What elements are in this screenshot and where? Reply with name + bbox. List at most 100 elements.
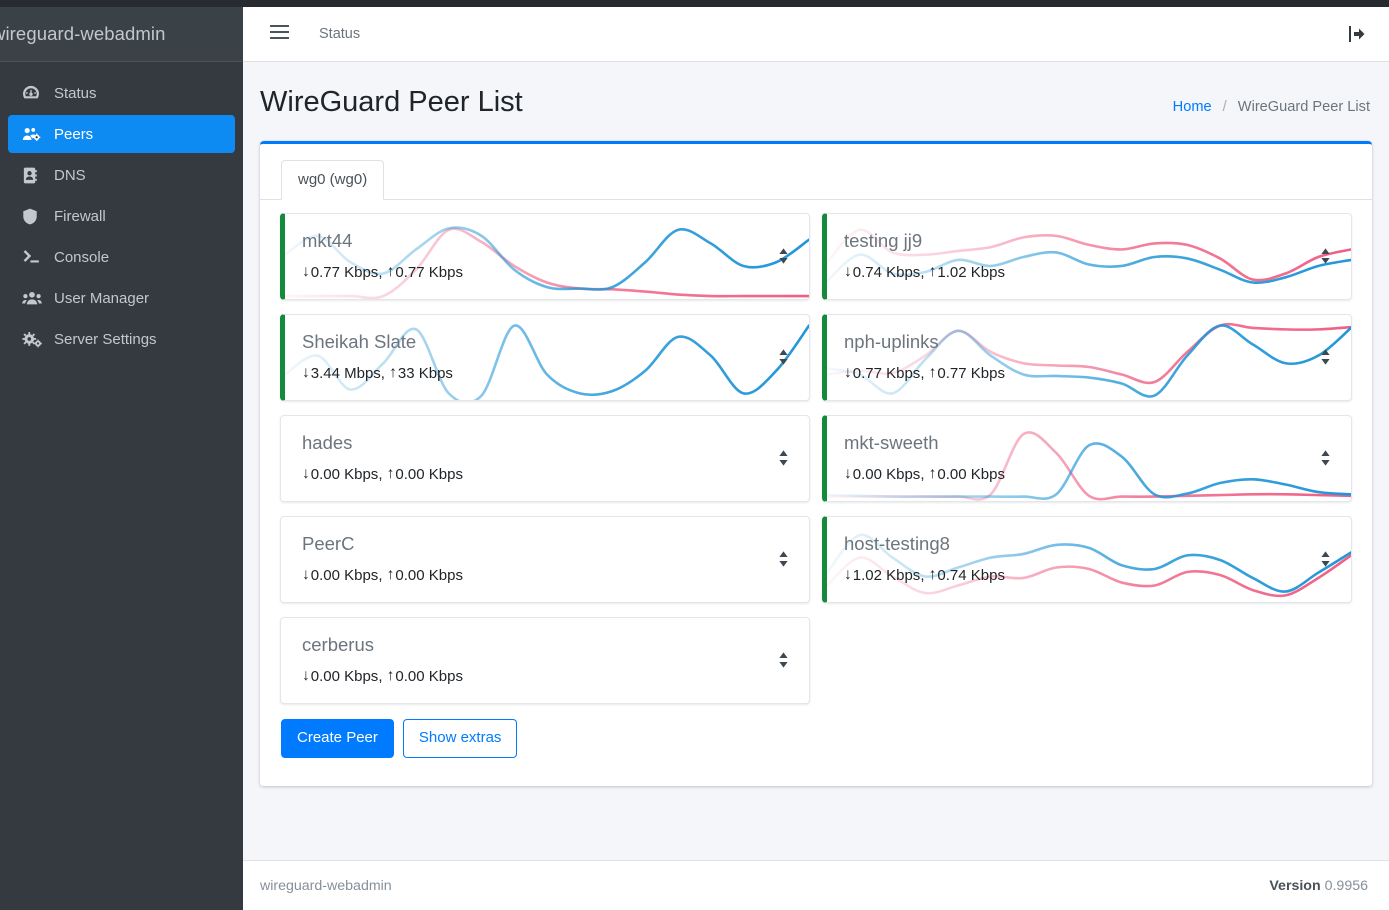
sidebar-item-server-settings[interactable]: Server Settings (8, 320, 235, 358)
peer-download-rate: 0.00 Kbps (310, 566, 379, 584)
upload-arrow-icon: ↑ (928, 566, 937, 584)
download-arrow-icon: ↓ (302, 263, 310, 281)
upload-arrow-icon: ↑ (928, 263, 937, 281)
peer-upload-rate: 0.74 Kbps (937, 566, 1005, 584)
sort-handle-icon[interactable] (777, 247, 790, 265)
peer-card[interactable]: host-testing8 ↓ 1.02 Kbps, ↑ 0.74 Kbps (822, 515, 1352, 603)
upload-arrow-icon: ↑ (389, 364, 397, 382)
peer-body: nph-uplinks ↓ 0.77 Kbps, ↑ 0.77 Kbps (827, 315, 1351, 382)
peer-name: host-testing8 (844, 532, 950, 554)
peer-upload-rate: 0.77 Kbps (395, 263, 463, 281)
footer-version: Version 0.9956 (1269, 878, 1368, 894)
peer-upload-rate: 33 Kbps (397, 364, 453, 382)
peer-upload-rate: 0.00 Kbps (395, 465, 463, 483)
users-cog-icon (22, 126, 48, 142)
peer-upload-rate: 0.00 Kbps (395, 566, 463, 584)
peer-card[interactable]: cerberus ↓ 0.00 Kbps, ↑ 0.00 Kbps (280, 616, 810, 704)
peer-download-rate: 0.00 Kbps (310, 667, 379, 685)
address-book-icon (22, 167, 48, 184)
brand-header[interactable]: wireguard-webadmin (0, 7, 243, 62)
sort-handle-icon[interactable] (777, 651, 790, 669)
sidebar-item-label: Server Settings (54, 330, 157, 348)
peer-card[interactable]: testing jj9 ↓ 0.74 Kbps, ↑ 1.02 Kbps (822, 212, 1352, 300)
main-area: Status WireGuard Peer List Home / WireGu… (243, 7, 1389, 910)
tachometer-icon (22, 85, 48, 101)
create-peer-button[interactable]: Create Peer (281, 718, 394, 758)
peer-name: mkt44 (302, 229, 353, 251)
peer-body: hades ↓ 0.00 Kbps, ↑ 0.00 Kbps (281, 416, 809, 483)
show-extras-button[interactable]: Show extras (402, 718, 518, 758)
peer-download-rate: 0.00 Kbps (310, 465, 379, 483)
rate-separator: , (380, 364, 390, 382)
peer-card[interactable]: nph-uplinks ↓ 0.77 Kbps, ↑ 0.77 Kbps (822, 313, 1352, 401)
peer-name: cerberus (302, 633, 374, 655)
breadcrumb-separator: / (1222, 98, 1227, 115)
footer-version-number: 0.9956 (1324, 877, 1368, 894)
window-top-strip (0, 0, 1389, 7)
tab-wg0-wg0-[interactable]: wg0 (wg0) (281, 159, 385, 200)
peer-rate: ↓ 0.00 Kbps, ↑ 0.00 Kbps (302, 465, 809, 483)
peer-column-right: testing jj9 ↓ 0.74 Kbps, ↑ 1.02 Kbps nph-upl… (816, 212, 1358, 718)
sort-handle-icon[interactable] (777, 449, 790, 467)
peer-card[interactable]: Sheikah Slate ↓ 3.44 Mbps, ↑ 33 Kbps (280, 313, 810, 401)
peer-rate: ↓ 3.44 Mbps, ↑ 33 Kbps (302, 364, 809, 382)
sidebar-item-peers[interactable]: Peers (8, 115, 235, 153)
footer-version-label: Version (1269, 877, 1321, 894)
peer-rate: ↓ 0.00 Kbps, ↑ 0.00 Kbps (302, 667, 809, 685)
sort-handle-icon[interactable] (1319, 550, 1332, 568)
logout-icon[interactable] (1347, 25, 1367, 43)
page-footer: wireguard-webadmin Version 0.9956 (243, 860, 1389, 910)
peer-upload-rate: 0.00 Kbps (395, 667, 463, 685)
rate-separator: , (378, 263, 387, 281)
sort-handle-icon[interactable] (1319, 247, 1332, 265)
sidebar-item-console[interactable]: Console (8, 238, 235, 276)
peer-body: mkt-sweeth ↓ 0.00 Kbps, ↑ 0.00 Kbps (827, 416, 1351, 483)
upload-arrow-icon: ↑ (386, 465, 395, 483)
breadcrumb-current: WireGuard Peer List (1237, 98, 1370, 115)
peer-rate: ↓ 0.00 Kbps, ↑ 0.00 Kbps (844, 465, 1351, 483)
peer-grid: mkt44 ↓ 0.77 Kbps, ↑ 0.77 Kbps Sheikah Slate… (260, 200, 1372, 718)
sort-handle-icon[interactable] (777, 550, 790, 568)
peer-card[interactable]: hades ↓ 0.00 Kbps, ↑ 0.00 Kbps (280, 414, 810, 502)
peer-body: Sheikah Slate ↓ 3.44 Mbps, ↑ 33 Kbps (285, 315, 809, 382)
peer-rate: ↓ 1.02 Kbps, ↑ 0.74 Kbps (844, 566, 1351, 584)
upload-arrow-icon: ↑ (928, 364, 937, 382)
breadcrumb-home[interactable]: Home (1172, 98, 1212, 115)
hamburger-icon[interactable] (270, 24, 289, 44)
rate-separator: , (920, 364, 929, 382)
rate-separator: , (378, 566, 387, 584)
peer-body: host-testing8 ↓ 1.02 Kbps, ↑ 0.74 Kbps (827, 517, 1351, 584)
download-arrow-icon: ↓ (302, 364, 310, 382)
footer-brand: wireguard-webadmin (260, 877, 392, 894)
peer-body: mkt44 ↓ 0.77 Kbps, ↑ 0.77 Kbps (285, 214, 809, 281)
sidebar-item-status[interactable]: Status (8, 74, 235, 112)
sort-handle-icon[interactable] (1319, 348, 1332, 366)
download-arrow-icon: ↓ (302, 566, 310, 584)
top-navbar: Status (243, 7, 1389, 62)
sidebar-item-label: Console (54, 248, 110, 266)
download-arrow-icon: ↓ (844, 465, 852, 483)
peer-card[interactable]: mkt44 ↓ 0.77 Kbps, ↑ 0.77 Kbps (280, 212, 810, 300)
sidebar-item-dns[interactable]: DNS (8, 156, 235, 194)
peer-body: cerberus ↓ 0.00 Kbps, ↑ 0.00 Kbps (281, 618, 809, 685)
terminal-icon (22, 249, 48, 265)
sidebar-item-user-manager[interactable]: User Manager (8, 279, 235, 317)
users-icon (22, 290, 48, 306)
page-header: WireGuard Peer List Home / WireGuard Pee… (243, 62, 1389, 120)
cogs-icon (22, 331, 48, 348)
sidebar-item-firewall[interactable]: Firewall (8, 197, 235, 235)
peer-download-rate: 0.77 Kbps (852, 364, 921, 382)
peer-rate: ↓ 0.77 Kbps, ↑ 0.77 Kbps (302, 263, 809, 281)
peer-card[interactable]: PeerC ↓ 0.00 Kbps, ↑ 0.00 Kbps (280, 515, 810, 603)
rate-separator: , (920, 566, 929, 584)
navbar-item-status[interactable]: Status (319, 26, 361, 42)
peer-rate: ↓ 0.74 Kbps, ↑ 1.02 Kbps (844, 263, 1351, 281)
sidebar-item-label: Peers (54, 125, 94, 143)
upload-arrow-icon: ↑ (928, 465, 937, 483)
peer-card[interactable]: mkt-sweeth ↓ 0.00 Kbps, ↑ 0.00 Kbps (822, 414, 1352, 502)
sort-handle-icon[interactable] (1319, 449, 1332, 467)
rate-separator: , (920, 263, 929, 281)
peer-list-card: wg0 (wg0) mkt44 ↓ 0.77 Kbps, ↑ 0.77 Kbps She… (260, 140, 1372, 786)
upload-arrow-icon: ↑ (386, 667, 395, 685)
sort-handle-icon[interactable] (777, 348, 790, 366)
